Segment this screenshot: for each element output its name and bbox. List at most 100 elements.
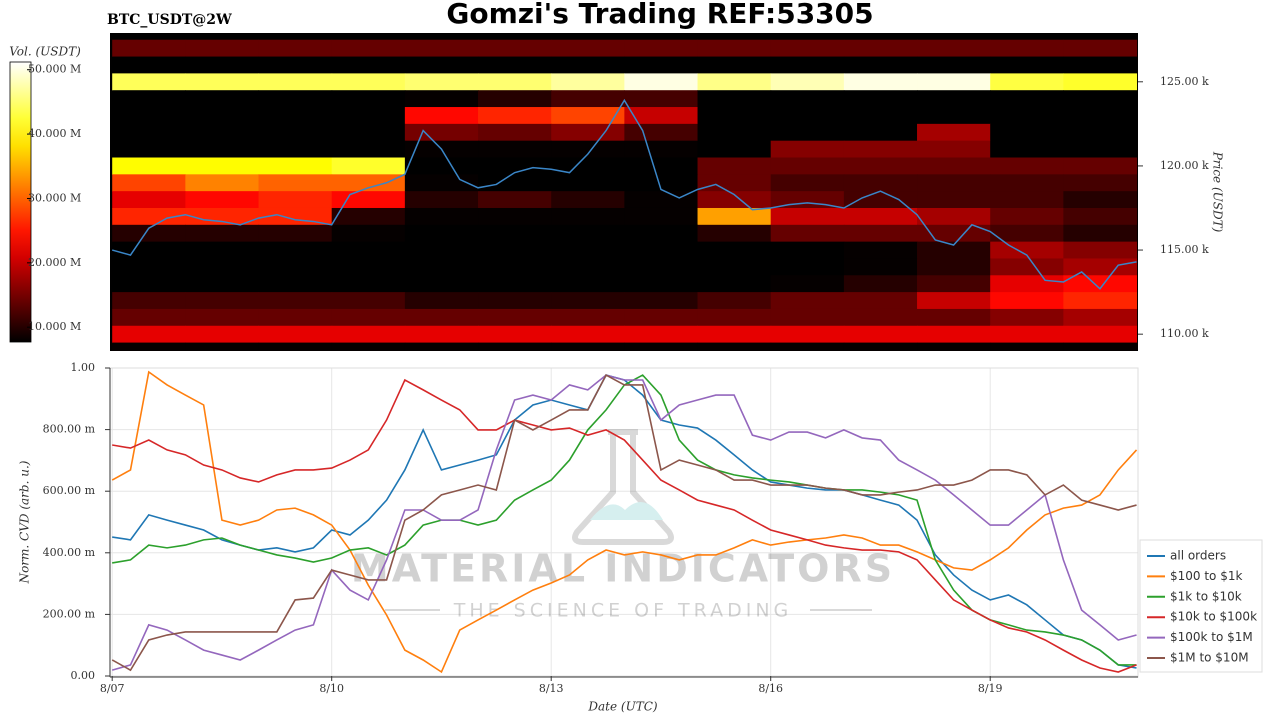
heatmap-cell [843, 73, 918, 91]
heatmap-cell [404, 207, 479, 226]
y-tick-label: 800.00 m [43, 423, 96, 436]
x-axis-label: Date (UTC) [587, 700, 657, 714]
heatmap-cell [551, 123, 625, 142]
y-axis-label: Norm. CVD (arb. u.) [18, 460, 32, 584]
heatmap-cell [624, 157, 699, 175]
heatmap-cell [917, 56, 991, 74]
heatmap-cell [404, 325, 479, 344]
heatmap-cell [697, 56, 772, 74]
heatmap-cell [331, 56, 406, 74]
heatmap-cell [1063, 56, 1138, 74]
heatmap-cell [478, 140, 552, 159]
heatmap-cell [331, 342, 406, 351]
heatmap-cell [697, 90, 772, 108]
cvd-line [111, 370, 1138, 674]
heatmap-cell [843, 90, 918, 108]
heatmap-cell [697, 123, 772, 142]
heatmap-cell [404, 107, 479, 125]
heatmap-cell [112, 275, 186, 293]
y-tick-label: 125.00 k [1160, 75, 1209, 88]
legend-label: $100k to $1M [1170, 630, 1253, 644]
heatmap-cell [478, 39, 552, 58]
plot-frame [109, 367, 1139, 678]
heatmap-cell [112, 174, 186, 192]
heatmap-cell [697, 174, 772, 192]
heatmap-cell [185, 140, 260, 159]
heatmap-cell [551, 90, 625, 108]
heatmap-cell [1063, 174, 1138, 192]
heatmap-cell [404, 342, 479, 351]
heatmap-cell [112, 157, 186, 175]
legend [1139, 539, 1263, 673]
heatmap-cell [843, 207, 918, 226]
heatmap-cell [331, 123, 406, 142]
heatmap-cell [112, 342, 186, 351]
heatmap-cell [551, 275, 625, 293]
y-tick-label: 600.00 m [43, 484, 96, 497]
heatmap-cell [112, 73, 186, 91]
heatmap-cell [185, 275, 260, 293]
heatmap-cell [185, 342, 260, 351]
heatmap-cell [551, 174, 625, 192]
heatmap-cell [990, 207, 1064, 226]
heatmap-cell [112, 292, 186, 310]
y-tick-label: 1.00 [71, 361, 96, 374]
heatmap-cell [185, 292, 260, 310]
heatmap-cell [185, 207, 260, 226]
heatmap-cell [478, 241, 552, 259]
heatmap-cell [697, 275, 772, 293]
heatmap-cell [843, 308, 918, 327]
heatmap-cell [917, 224, 991, 243]
heatmap-cell [185, 107, 260, 125]
heatmap-cell [551, 207, 625, 226]
heatmap-cell [331, 275, 406, 293]
colorbar-tick-label: 40.000 M [28, 127, 81, 140]
heatmap-cell [1063, 73, 1138, 91]
heatmap-cell [258, 107, 333, 125]
heatmap-cell [624, 325, 699, 344]
heatmap-cell [990, 123, 1064, 142]
heatmap-cell [917, 292, 991, 310]
heatmap-cell [112, 308, 186, 327]
x-tick-label: 8/13 [539, 682, 564, 695]
heatmap-cell [112, 207, 186, 226]
heatmap-cell [478, 224, 552, 243]
heatmap-cell [551, 157, 625, 175]
heatmap-cell [185, 325, 260, 344]
heatmap-cell [331, 174, 406, 192]
heatmap-cell [917, 123, 991, 142]
heatmap-cell [624, 90, 699, 108]
heatmap-cell [770, 157, 845, 175]
heatmap-cell [770, 73, 845, 91]
heatmap-cell [843, 325, 918, 344]
heatmap-cell [990, 258, 1064, 276]
heatmap-cell [917, 107, 991, 125]
heatmap-cell [770, 224, 845, 243]
chart-subtitle: BTC_USDT@2W [107, 12, 232, 28]
heatmap-cell [990, 174, 1064, 192]
heatmap-cell [843, 123, 918, 142]
heatmap-cell [478, 56, 552, 74]
heatmap-cell [917, 140, 991, 159]
heatmap-cell [1063, 258, 1138, 276]
heatmap-cell [551, 308, 625, 327]
heatmap-cell [843, 258, 918, 276]
x-tick-label: 8/19 [978, 682, 1003, 695]
heatmap-cell [917, 325, 991, 344]
y-tick-label: 0.00 [71, 669, 96, 682]
heatmap-cell [478, 308, 552, 327]
heatmap-cell [917, 174, 991, 192]
heatmap-cell [258, 308, 333, 327]
heatmap-cell [404, 191, 479, 209]
heatmap-cell [770, 275, 845, 293]
plot-area [111, 370, 1138, 674]
heatmap-cell [1063, 308, 1138, 327]
heatmap-cell [331, 325, 406, 344]
heatmap-cell [1063, 342, 1138, 351]
heatmap-cell [697, 241, 772, 259]
heatmap-cell [770, 342, 845, 351]
heatmap-cell [917, 157, 991, 175]
heatmap-cell [843, 342, 918, 351]
heatmap-cell [843, 275, 918, 293]
watermark-liquid [590, 502, 663, 520]
